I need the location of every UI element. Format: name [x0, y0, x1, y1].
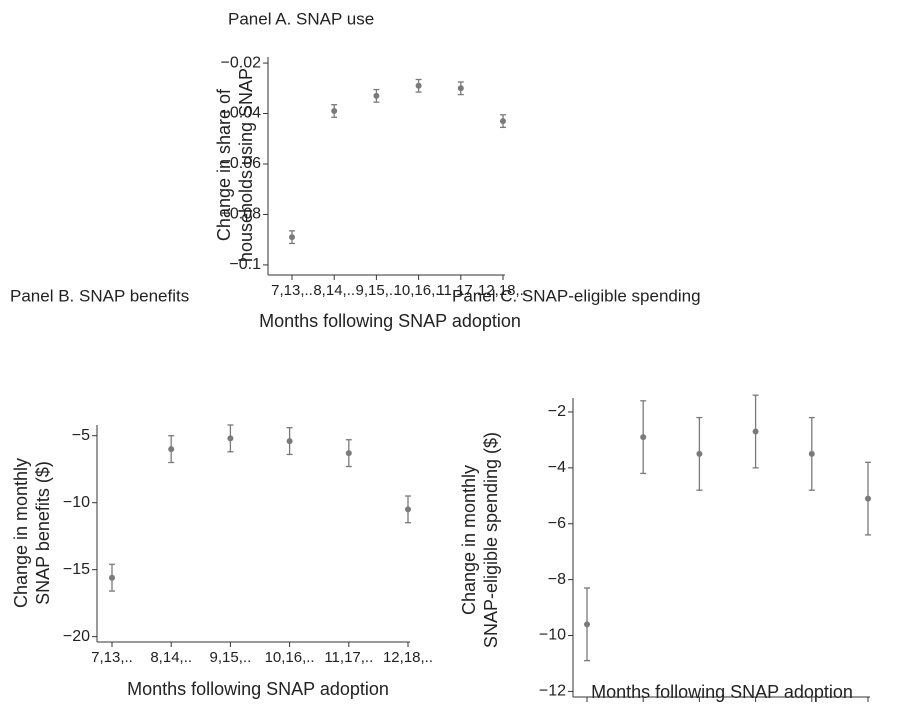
y-tick-label: −0.1: [229, 256, 261, 273]
point: [696, 450, 703, 457]
y-tick-label: −4: [548, 459, 566, 476]
y-axis-label: Change in share of: [214, 88, 234, 241]
x-tick-label: 9,15,..: [210, 649, 252, 666]
point: [415, 82, 422, 89]
point: [808, 450, 815, 457]
point: [109, 574, 115, 581]
y-tick-label: −2: [548, 403, 566, 420]
y-tick-label: −5: [72, 427, 90, 444]
point: [584, 621, 590, 628]
y-axis-label: Change in monthly: [11, 458, 31, 608]
panel: Panel A. SNAP use Change in share of house…: [214, 9, 528, 330]
point: [405, 506, 411, 513]
x-tick-label: 10,16,..: [394, 282, 444, 299]
point: [168, 446, 175, 453]
y-tick-label: −10: [539, 627, 566, 644]
x-tick-label: 11,17,..: [324, 649, 373, 666]
panel: Panel B. SNAP benefits Change in monthly S…: [10, 286, 433, 698]
x-tick-label: 9,15,..: [679, 704, 721, 706]
point: [500, 118, 506, 125]
x-tick-label: 12,18,..: [478, 282, 528, 299]
panel-title: Panel A. SNAP use: [228, 9, 374, 28]
y-tick-label: −8: [548, 571, 566, 588]
point: [289, 234, 295, 241]
y-tick-label: −10: [63, 494, 90, 511]
point: [457, 85, 464, 92]
point: [373, 92, 380, 99]
y-tick-label: −15: [63, 561, 90, 578]
x-tick-label: 8,14,..: [150, 649, 192, 666]
x-tick-label: 10,16,..: [265, 649, 315, 666]
point: [865, 495, 871, 502]
x-axis-label: Months following SNAP adoption: [259, 311, 521, 331]
point: [752, 428, 759, 435]
panel-title: Panel B. SNAP benefits: [10, 286, 189, 305]
x-tick-label: 9,15,..: [356, 282, 398, 299]
y-tick-label: −20: [63, 628, 90, 645]
panel-title: Panel C. SNAP-eligible spending: [452, 286, 701, 305]
x-tick-label: 10,16,..: [731, 704, 781, 706]
x-tick-label: 11,17,..: [787, 704, 836, 706]
y-axis-label: households using SNAP: [236, 68, 256, 262]
point: [227, 435, 234, 442]
x-tick-label: 8,14,..: [313, 282, 355, 299]
x-axis-label: Months following SNAP adoption: [127, 679, 389, 699]
point: [286, 438, 293, 445]
point: [331, 107, 338, 114]
x-axis-label: Months following SNAP adoption: [591, 682, 853, 702]
y-tick-label: −0.04: [221, 105, 262, 122]
x-tick-label: 7,13,..: [566, 704, 608, 706]
x-tick-label: 7,13,..: [91, 649, 133, 666]
x-tick-label: 12,18,..: [383, 649, 433, 666]
y-axis-label: SNAP-eligible spending ($): [481, 432, 501, 648]
panel: Panel C. SNAP-eligible spending Change in…: [452, 286, 893, 706]
x-tick-label: 8,14,..: [622, 704, 664, 706]
x-tick-label: 7,13,..: [271, 282, 313, 299]
y-tick-label: −6: [548, 515, 566, 532]
y-tick-label: −0.02: [221, 54, 262, 71]
point: [345, 450, 352, 457]
x-tick-label: 12,18,..: [843, 704, 893, 706]
y-axis-label: SNAP benefits ($): [33, 461, 53, 605]
y-tick-label: −12: [539, 683, 566, 700]
y-tick-label: −0.08: [221, 206, 262, 223]
point: [640, 434, 647, 441]
y-axis-label: Change in monthly: [459, 465, 479, 615]
y-tick-label: −0.06: [221, 155, 262, 172]
x-tick-label: 11,17,..: [436, 282, 485, 299]
